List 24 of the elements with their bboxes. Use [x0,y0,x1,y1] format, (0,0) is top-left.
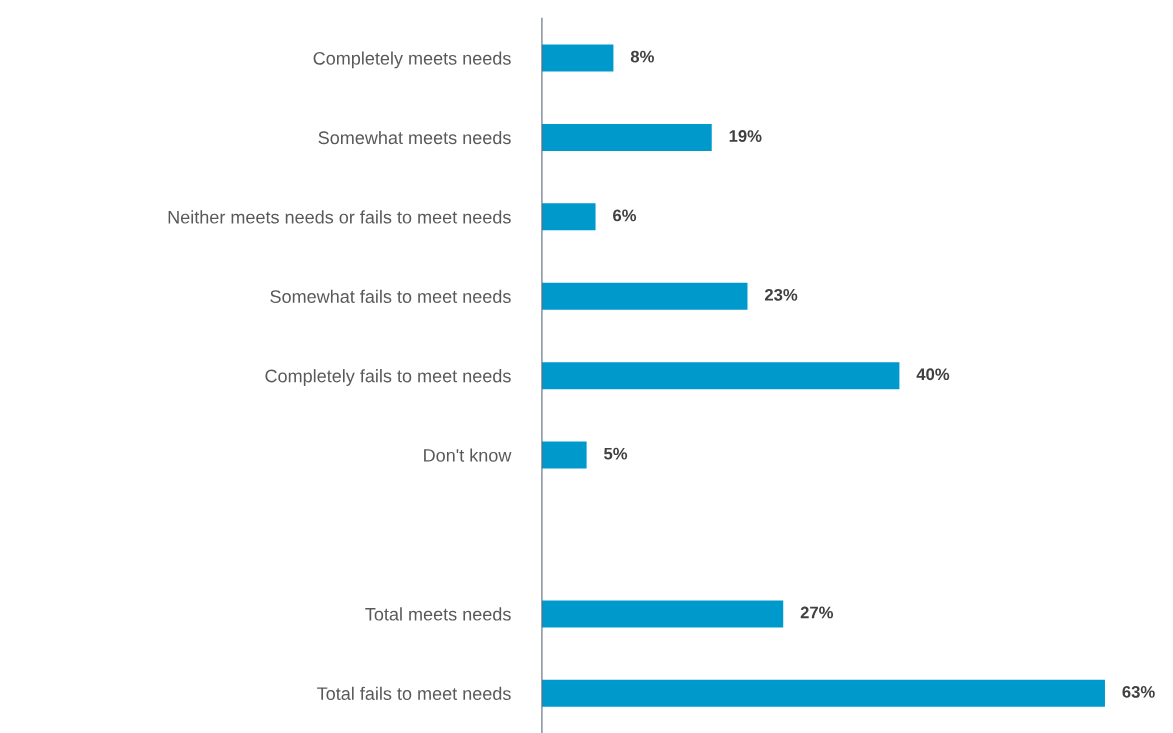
data-label: 27% [800,606,834,619]
bar [541,362,900,390]
bar [541,600,784,628]
y-tick-label: Neither meets needs or fails to meet needs [168,210,511,224]
bar [541,679,1105,707]
bar [541,282,748,310]
y-tick-label: Total meets needs [365,607,511,621]
bar [541,203,596,231]
data-label: 8% [630,50,654,63]
y-tick-label: Total fails to meet needs [317,686,511,701]
y-tick-label: Completely fails to meet needs [265,369,511,386]
y-tick-label: Somewhat fails to meet needs [270,289,511,303]
data-label: 23% [764,288,798,301]
y-tick-label: Don't know [424,448,512,462]
data-label: 6% [613,209,637,222]
y-tick-label: Somewhat meets needs [318,130,511,145]
y-tick-label: Completely meets needs [313,51,511,69]
bar [541,44,614,72]
data-label: 40% [916,368,950,381]
data-label: 19% [729,130,762,142]
bar [541,441,587,469]
data-label: 63% [1122,685,1155,698]
data-label: 5% [604,447,628,460]
bar [541,123,712,151]
